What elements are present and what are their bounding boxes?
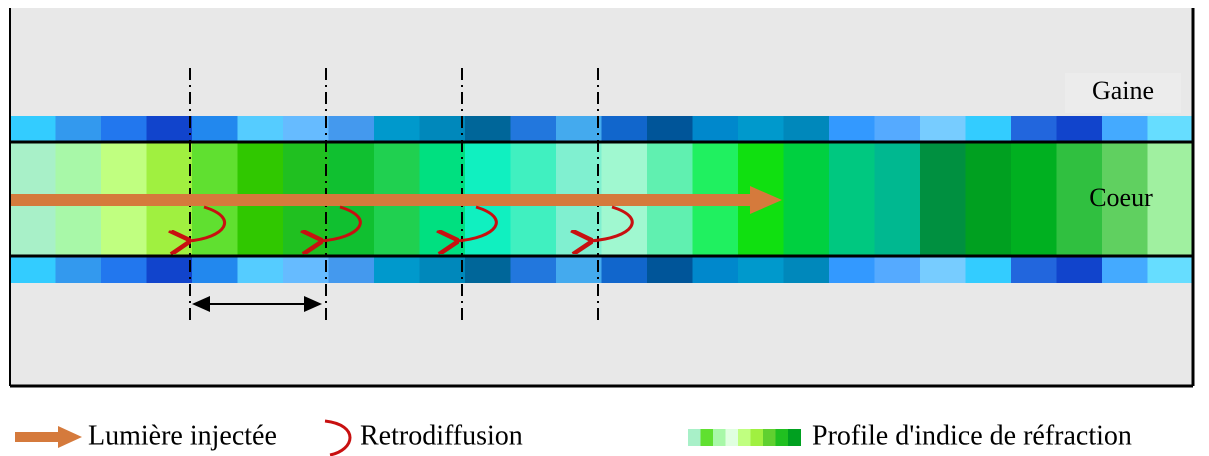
stripe [510,256,557,283]
stripe [374,256,420,283]
stripe [874,142,921,256]
backscatter [456,205,498,241]
stripe [465,116,511,142]
stripe [101,256,147,283]
stripe [237,256,284,283]
stripe [829,116,875,142]
stripe [283,256,329,283]
stripe [783,116,830,142]
stripe [1147,256,1194,283]
backscatter-arrows [188,205,634,241]
backscatter [320,205,362,241]
stripe [920,116,966,142]
stripe [965,116,1012,142]
stripe [101,116,147,142]
legend-profile [688,429,801,446]
stripe [713,429,726,446]
backscatter [188,205,227,241]
stripe [829,256,875,283]
stripe [374,116,420,142]
core-label: Coeur [1089,183,1153,212]
stripe [692,256,739,283]
stripe [738,256,784,283]
label-box [1065,73,1181,113]
stripe [788,429,801,446]
stripe [146,256,193,283]
stripe [1011,142,1057,256]
stripe [725,429,739,446]
cladding-label: Gaine [1092,76,1154,105]
stripe [10,256,56,283]
legend-text: Lumière injectée [88,420,277,451]
stripe [556,256,602,283]
stripe [328,116,375,142]
stripe [692,116,739,142]
stripe [328,256,375,283]
stripe [419,116,466,142]
stripe [237,116,284,142]
stripe [1147,116,1194,142]
stripe [1102,256,1148,283]
stripe [465,256,511,283]
stripe [601,256,648,283]
stripe [920,256,966,283]
stripe [510,116,557,142]
stripe [700,429,714,446]
stripe [750,429,764,446]
stripe [783,142,830,256]
stripe [1102,142,1148,256]
stripe [647,256,693,283]
stripe [874,256,921,283]
stripe [192,256,238,283]
stripe [419,256,466,283]
stripe [1147,142,1194,256]
injected-light-head [750,186,782,214]
stripe [1056,116,1103,142]
stripe [55,256,102,283]
stripe [688,429,701,446]
stripe [283,116,329,142]
legend-text: Profile d'indice de réfraction [812,420,1132,451]
stripe [920,142,966,256]
stripe [1011,256,1057,283]
stripe [738,429,751,446]
stripe [55,116,102,142]
stripe [775,429,789,446]
stripe [1056,256,1103,283]
stripe [10,116,56,142]
stripe [601,116,648,142]
legend-arrow-head [58,426,82,448]
legend-backscatter [324,419,352,456]
stripe [763,429,776,446]
backscatter [590,205,634,241]
stripe [146,116,193,142]
stripe [783,256,830,283]
stripe [647,116,693,142]
stripe [1011,116,1057,142]
stripe [738,116,784,142]
stripe [556,116,602,142]
stripe [192,116,238,142]
stripe [874,116,921,142]
stripe [1102,116,1148,142]
stripe [1056,142,1103,256]
stripe [829,142,875,256]
stripe [965,256,1012,283]
stripe [965,142,1012,256]
legend-text: Retrodiffusion [360,420,523,451]
